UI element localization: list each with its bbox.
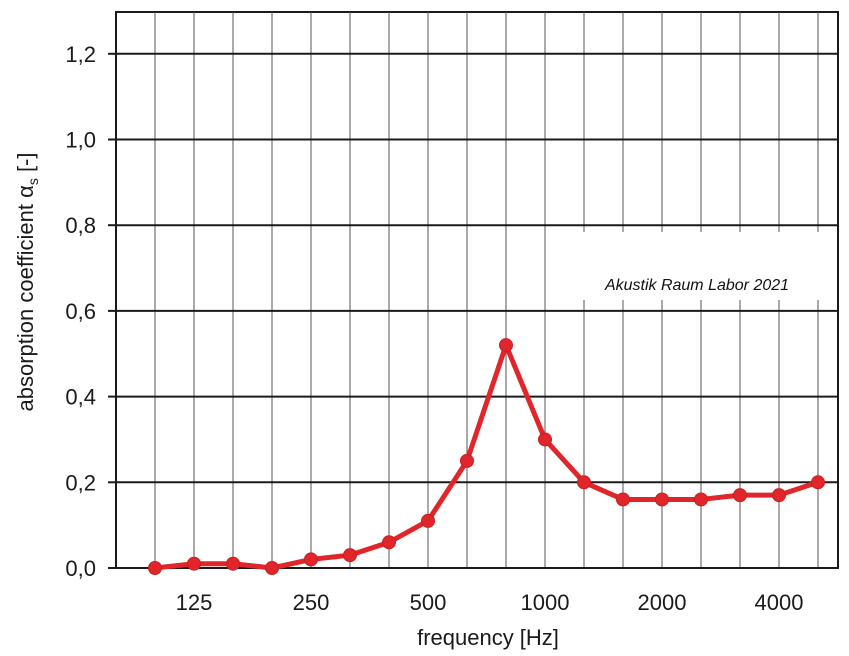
x-tick-label: 250 (293, 590, 330, 615)
y-tick-label: 0,2 (65, 470, 96, 495)
y-tick-label: 0,8 (65, 213, 96, 238)
y-tick-label: 1,0 (65, 128, 96, 153)
x-tick-label: 500 (410, 590, 447, 615)
series-line (152, 342, 821, 571)
data-point (577, 475, 591, 490)
y-axis-title-subscript: s (25, 178, 41, 185)
annotation-gap (700, 232, 702, 256)
tick-labels: 0,0 0,2 0,4 0,6 0,8 1,0 1,2 125 250 500 1000 2000 40… (65, 42, 803, 615)
y-tick-label: 1,2 (65, 42, 96, 67)
annotation-box (568, 256, 830, 300)
y-tick-label: 0,4 (65, 385, 96, 410)
data-point (343, 548, 357, 563)
annotation-gap (817, 232, 819, 256)
data-point (265, 561, 279, 575)
annotation-gap (622, 232, 624, 256)
annotation-gap (778, 232, 780, 256)
grid (108, 11, 839, 569)
y-tick-label: 0,0 (65, 556, 96, 581)
x-axis-title: frequency [Hz] (417, 625, 559, 650)
data-point (187, 556, 201, 571)
data-point (499, 338, 513, 353)
y-axis-title-main: absorption coefficient α (13, 185, 38, 412)
y-axis-title-unit: [-] (13, 152, 38, 178)
data-point (148, 561, 162, 575)
annotation-gap (739, 232, 741, 256)
y-axis-title: absorption coefficient αs [-] (13, 152, 41, 411)
data-point (733, 488, 747, 503)
annotation-gap (583, 232, 585, 256)
data-point (226, 556, 240, 571)
data-point (538, 432, 552, 447)
annotation-gap (661, 232, 663, 256)
data-point (460, 453, 474, 468)
data-point (811, 475, 825, 490)
data-point (655, 492, 669, 507)
x-tick-label: 4000 (755, 590, 804, 615)
data-series (148, 338, 825, 575)
data-point (304, 552, 318, 567)
data-point (421, 513, 435, 528)
y-tick-label: 0,6 (65, 299, 96, 324)
data-point (772, 488, 786, 503)
data-point (382, 535, 396, 550)
x-tick-label: 125 (176, 590, 213, 615)
data-point (694, 492, 708, 507)
chart-annotation: Akustik Raum Labor 2021 (604, 277, 789, 294)
x-tick-label: 1000 (521, 590, 570, 615)
data-point (616, 492, 630, 507)
x-tick-label: 2000 (638, 590, 687, 615)
